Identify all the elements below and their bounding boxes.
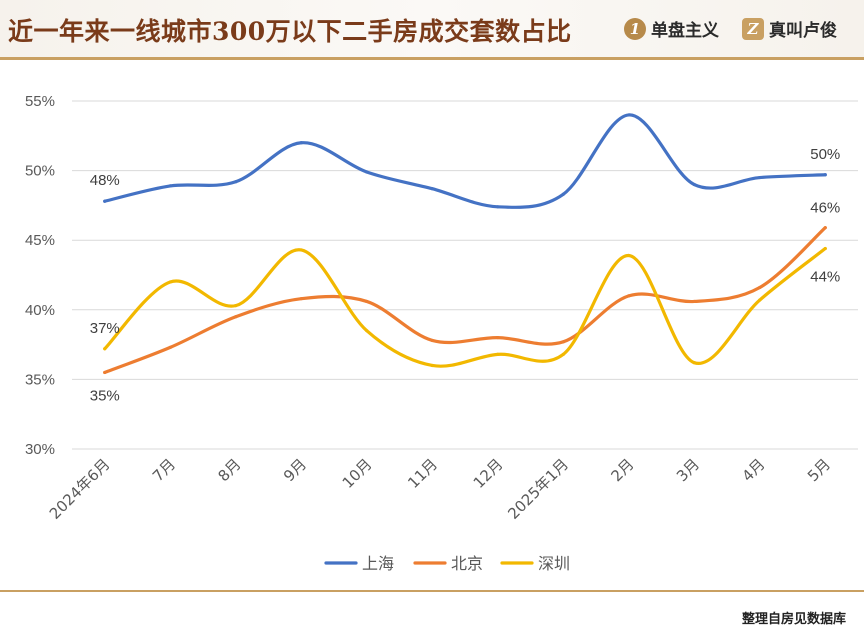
data-point-上海: [823, 173, 827, 177]
data-label: 44%: [810, 269, 840, 286]
brand-danpanzhuyi: 1 单盘主义: [624, 16, 719, 41]
data-point-北京: [823, 226, 827, 230]
header-band: [0, 0, 864, 58]
y-tick-label: 35%: [25, 371, 55, 388]
data-point-深圳: [823, 246, 827, 251]
x-tick-label: 2024年6月: [46, 455, 114, 523]
data-point-上海: [627, 113, 631, 117]
brand-zhenjiaolujun: Z 真叫卢俊: [742, 16, 837, 41]
x-tick-label: 2月: [607, 455, 637, 485]
data-point-北京: [234, 315, 238, 319]
data-label: 46%: [810, 200, 840, 217]
data-point-深圳: [430, 363, 434, 368]
y-tick-label: 55%: [25, 93, 55, 110]
header-divider: [0, 57, 864, 60]
brand-1-icon: 1: [624, 17, 646, 40]
series-line-上海: [103, 113, 827, 209]
data-point-北京: [299, 297, 303, 301]
data-point-北京: [561, 340, 565, 344]
data-point-上海: [561, 192, 565, 196]
legend-label: 北京: [451, 554, 483, 573]
brand-2-name: 真叫卢俊: [769, 21, 837, 41]
data-point-北京: [496, 336, 500, 340]
data-point-上海: [430, 187, 434, 191]
data-point-北京: [758, 285, 762, 290]
x-tick-label: 5月: [804, 455, 834, 485]
page-title: 近一年来一线城市300万以下二手房成交套数占比: [8, 17, 572, 46]
data-point-深圳: [365, 329, 369, 333]
x-tick-label: 2025年1月: [504, 455, 572, 523]
y-tick-label: 50%: [25, 163, 55, 180]
source-note: 整理自房见数据库: [741, 612, 846, 627]
data-point-深圳: [627, 253, 631, 258]
data-point-北京: [430, 338, 434, 343]
data-point-深圳: [496, 352, 500, 356]
data-point-上海: [758, 175, 762, 180]
brand-2-icon: Z: [742, 17, 764, 40]
x-tick-label: 11月: [404, 455, 441, 492]
x-tick-label: 10月: [339, 455, 376, 492]
data-point-北京: [365, 299, 369, 304]
legend-label: 上海: [362, 554, 394, 573]
data-point-深圳: [692, 361, 696, 365]
x-tick-label: 7月: [149, 455, 179, 485]
data-point-深圳: [103, 347, 107, 351]
series-line-深圳: [103, 246, 827, 368]
series-line-北京: [103, 226, 827, 375]
y-tick-label: 45%: [25, 232, 55, 249]
line-chart: 30% 35% 40% 45% 50% 55% 2024年6月 7月 8月 9月 10月 11月 12月…: [25, 93, 858, 573]
data-point-深圳: [168, 280, 172, 284]
y-tick-label: 30%: [25, 441, 55, 458]
data-point-北京: [692, 299, 696, 304]
data-label: 37%: [90, 320, 120, 337]
data-point-深圳: [234, 304, 238, 308]
data-point-上海: [234, 180, 238, 184]
footer-divider: [0, 590, 864, 592]
legend-label: 深圳: [538, 554, 570, 573]
data-label: 35%: [90, 387, 120, 404]
data-point-深圳: [758, 298, 762, 302]
data-point-上海: [168, 184, 172, 188]
brand-1-name: 单盘主义: [651, 21, 719, 41]
data-point-北京: [103, 370, 107, 375]
y-tick-label: 40%: [25, 302, 55, 319]
data-label: 48%: [90, 172, 120, 189]
x-tick-label: 12月: [470, 455, 507, 492]
data-label: 50%: [810, 146, 840, 163]
data-point-上海: [103, 199, 107, 203]
data-point-北京: [627, 294, 631, 298]
data-point-深圳: [561, 352, 565, 356]
data-point-北京: [168, 345, 172, 349]
x-tick-label: 8月: [214, 455, 244, 485]
data-point-上海: [299, 141, 303, 145]
data-point-上海: [496, 205, 500, 209]
x-tick-label: 3月: [673, 455, 703, 485]
data-point-深圳: [299, 248, 303, 252]
x-tick-label: 9月: [280, 455, 310, 485]
data-point-上海: [365, 170, 369, 174]
data-point-上海: [692, 182, 696, 187]
x-tick-label: 4月: [738, 455, 768, 485]
